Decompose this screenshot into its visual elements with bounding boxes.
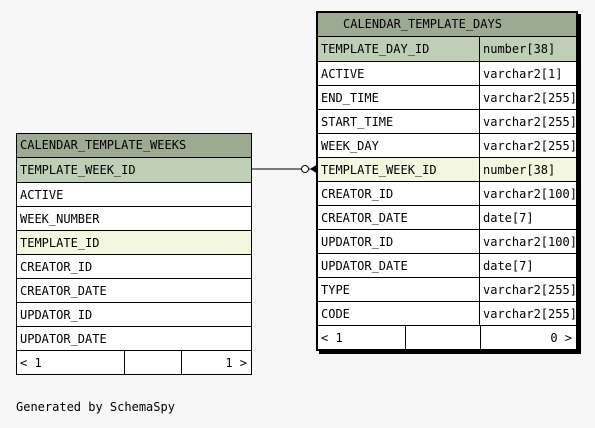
column-row[interactable]: CREATOR_DATE: [17, 278, 251, 302]
column-name: UPDATOR_DATE: [318, 254, 480, 277]
column-name: UPDATOR_DATE: [20, 332, 107, 346]
column-row[interactable]: CREATOR_ID varchar2[100]: [318, 181, 576, 205]
column-name: END_TIME: [318, 86, 480, 109]
parents-count[interactable]: < 1: [318, 326, 406, 349]
column-name: TEMPLATE_WEEK_ID: [20, 163, 136, 177]
column-name: ACTIVE: [20, 188, 64, 202]
column-row[interactable]: TEMPLATE_WEEK_ID: [17, 158, 251, 182]
column-name: TYPE: [318, 278, 480, 301]
column-name: TEMPLATE_DAY_ID: [318, 37, 480, 61]
column-row[interactable]: UPDATOR_ID varchar2[100]: [318, 229, 576, 253]
optional-circle-icon: [301, 165, 309, 173]
column-row[interactable]: UPDATOR_ID: [17, 302, 251, 326]
column-row[interactable]: TYPE varchar2[255]: [318, 277, 576, 301]
column-row[interactable]: TEMPLATE_WEEK_ID number[38]: [318, 157, 576, 181]
column-name: CREATOR_ID: [20, 260, 93, 274]
column-row[interactable]: UPDATOR_DATE date[7]: [318, 253, 576, 277]
table-header: CALENDAR_TEMPLATE_DAYS: [318, 13, 576, 37]
children-count[interactable]: 0 >: [550, 331, 572, 345]
column-row[interactable]: CREATOR_DATE date[7]: [318, 205, 576, 229]
column-type: date[7]: [483, 211, 534, 225]
column-row[interactable]: WEEK_DAY varchar2[255]: [318, 133, 576, 157]
column-type: date[7]: [483, 259, 534, 273]
column-type: number[38]: [483, 163, 556, 177]
column-row[interactable]: WEEK_NUMBER: [17, 206, 251, 230]
footer-middle: [406, 326, 481, 349]
column-name: TEMPLATE_WEEK_ID: [318, 158, 480, 181]
column-name: UPDATOR_ID: [318, 230, 480, 253]
table-footer: < 1 1 >: [17, 350, 251, 374]
table-footer: < 1 0 >: [318, 325, 576, 349]
column-name: TEMPLATE_ID: [20, 236, 100, 250]
column-row[interactable]: START_TIME varchar2[255]: [318, 109, 576, 133]
column-type: varchar2[255]: [483, 115, 576, 129]
column-row[interactable]: ACTIVE varchar2[1]: [318, 61, 576, 85]
column-row[interactable]: CODE varchar2[255]: [318, 301, 576, 325]
column-type: number[38]: [483, 42, 556, 56]
column-name: CODE: [318, 302, 480, 325]
column-type: varchar2[1]: [483, 67, 563, 81]
table-calendar-template-days[interactable]: CALENDAR_TEMPLATE_DAYS TEMPLATE_DAY_ID nu…: [316, 11, 578, 351]
column-name: CREATOR_DATE: [318, 206, 480, 229]
column-name: WEEK_DAY: [318, 134, 480, 157]
column-type: varchar2[100]: [483, 187, 576, 201]
children-count[interactable]: 1 >: [225, 356, 247, 370]
column-row[interactable]: TEMPLATE_ID: [17, 230, 251, 254]
column-name: UPDATOR_ID: [20, 308, 93, 322]
column-name: ACTIVE: [318, 62, 480, 85]
column-name: CREATOR_ID: [318, 182, 480, 205]
column-type: varchar2[100]: [483, 235, 576, 249]
footer-middle: [125, 351, 182, 374]
column-list: TEMPLATE_WEEK_ID ACTIVE WEEK_NUMBER TEMPLAT…: [17, 158, 251, 350]
parents-count[interactable]: < 1: [17, 351, 125, 374]
column-type: varchar2[255]: [483, 283, 576, 297]
column-row[interactable]: ACTIVE: [17, 182, 251, 206]
column-name: START_TIME: [318, 110, 480, 133]
column-row[interactable]: TEMPLATE_DAY_ID number[38]: [318, 37, 576, 61]
column-name: WEEK_NUMBER: [20, 212, 100, 226]
column-row[interactable]: UPDATOR_DATE: [17, 326, 251, 350]
column-type: varchar2[255]: [483, 139, 576, 153]
column-type: varchar2[255]: [483, 307, 576, 321]
column-row[interactable]: END_TIME varchar2[255]: [318, 85, 576, 109]
column-row[interactable]: CREATOR_ID: [17, 254, 251, 278]
generated-by-label: Generated by SchemaSpy: [16, 400, 175, 414]
table-calendar-template-weeks[interactable]: CALENDAR_TEMPLATE_WEEKS TEMPLATE_WEEK_ID…: [16, 133, 252, 375]
column-type: varchar2[255]: [483, 91, 576, 105]
column-name: CREATOR_DATE: [20, 284, 107, 298]
column-list: TEMPLATE_DAY_ID number[38] ACTIVE varchar2[…: [318, 37, 576, 325]
table-header: CALENDAR_TEMPLATE_WEEKS: [17, 134, 251, 158]
